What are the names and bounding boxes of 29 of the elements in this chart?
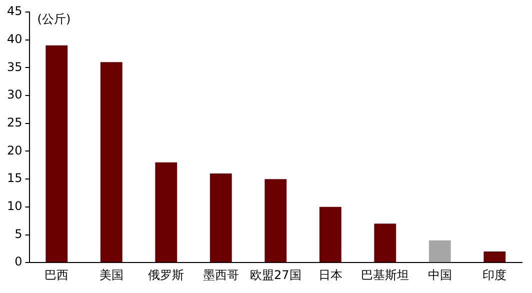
y-tick-label: 5 (14, 226, 22, 241)
x-tick-label: 印度 (482, 268, 507, 282)
bar (100, 62, 122, 262)
bar (374, 224, 396, 262)
x-tick-label: 巴基斯坦 (361, 268, 410, 282)
y-tick-label: 35 (6, 60, 22, 74)
x-tick-label: 美国 (99, 268, 124, 282)
bar (319, 206, 342, 262)
bar (210, 174, 232, 262)
x-tick-label: 欧盟27国 (250, 268, 302, 282)
bar (264, 179, 287, 262)
x-tick-label: 日本 (318, 268, 342, 282)
y-tick-label: 15 (6, 171, 22, 186)
x-tick-label: 中国 (428, 268, 452, 282)
y-tick-label: 20 (6, 143, 22, 158)
y-tick-label: 25 (6, 116, 22, 130)
y-tick-label: 40 (6, 32, 22, 46)
y-tick-label: 10 (6, 199, 22, 214)
y-axis-title: (公斤) (37, 12, 71, 26)
bar (428, 240, 451, 262)
bar (46, 45, 68, 262)
bar (155, 162, 178, 262)
x-tick-label: 俄罗斯 (148, 268, 184, 282)
y-tick-label: 45 (6, 4, 22, 18)
y-tick-label: 30 (6, 88, 22, 102)
y-tick-label: 0 (14, 254, 22, 269)
bar (484, 251, 506, 262)
x-tick-label: 巴西 (44, 268, 69, 282)
x-tick-label: 墨西哥 (202, 268, 239, 282)
